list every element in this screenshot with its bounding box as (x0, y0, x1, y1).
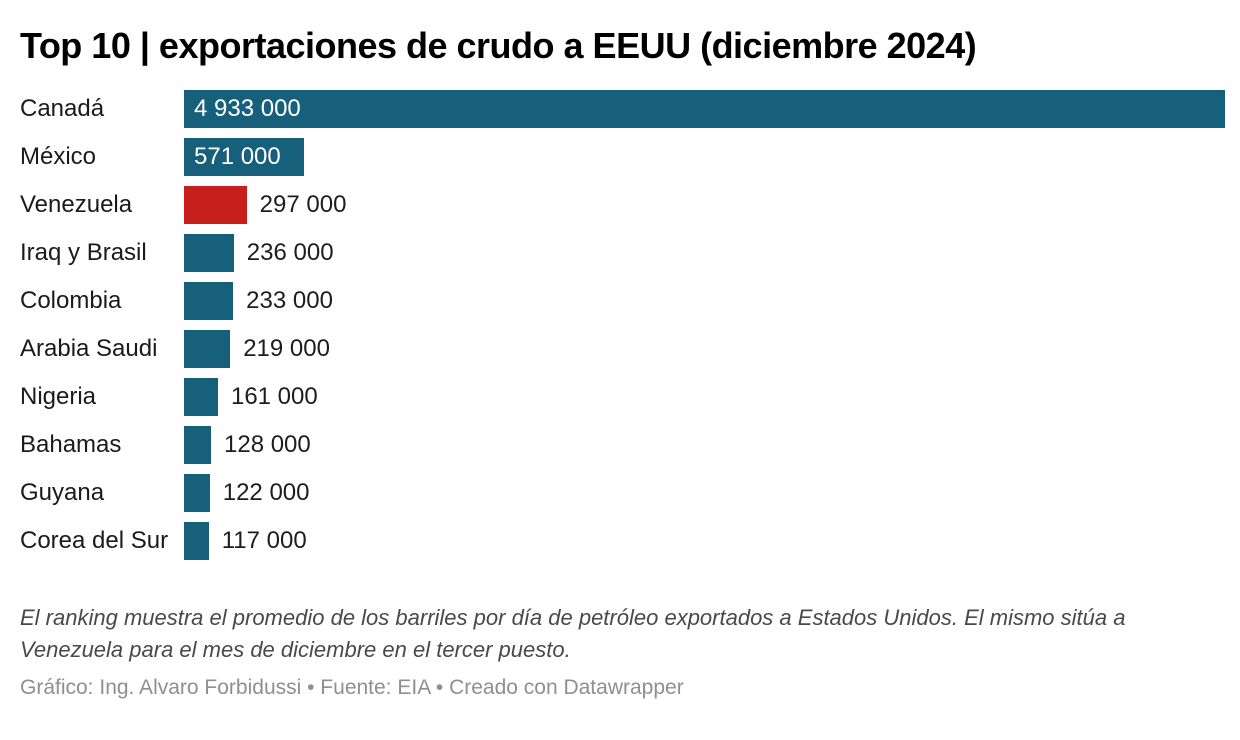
bar (184, 521, 209, 560)
chart-row: México 571 000 (20, 137, 1225, 176)
chart-container: Top 10 | exportaciones de crudo a EEUU (… (0, 26, 1240, 740)
value-label: 161 000 (230, 382, 318, 410)
category-label: Guyana (20, 478, 105, 506)
chart-row: Canadá 4 933 000 (20, 89, 1225, 128)
value-label: 128 000 (224, 430, 311, 458)
chart-row: Bahamas 128 000 (20, 425, 1225, 464)
bar (184, 473, 210, 512)
category-label: Venezuela (20, 190, 133, 218)
bar (184, 377, 218, 416)
value-label: 236 000 (246, 238, 334, 266)
bar-track: 571 000 (184, 137, 1225, 176)
bar-track: 219 000 (184, 329, 1225, 368)
chart-title: Top 10 | exportaciones de crudo a EEUU (… (20, 25, 977, 66)
chart-row: Corea del Sur 117 000 (20, 521, 1225, 560)
chart-row: Iraq y Brasil 236 000 (20, 233, 1225, 272)
category-label: Arabia Saudi (20, 334, 158, 362)
value-label: 571 000 (194, 142, 281, 170)
bar-track: 233 000 (184, 281, 1225, 320)
bar-track: 122 000 (184, 473, 1225, 512)
bar: 4 933 000 (184, 89, 1225, 128)
category-label: Iraq y Brasil (20, 238, 147, 266)
bar (184, 233, 234, 272)
bar-track: 4 933 000 (184, 89, 1225, 128)
bar-chart: Canadá 4 933 000 México 571 000 Venezuela 297… (20, 89, 1225, 560)
bar-track: 128 000 (184, 425, 1225, 464)
bar (184, 329, 231, 368)
chart-row: Nigeria 161 000 (20, 377, 1225, 416)
category-label: Nigeria (20, 382, 97, 410)
chart-notes: El ranking muestra el promedio de los ba… (20, 604, 1126, 662)
chart-row: Venezuela 297 000 (20, 185, 1225, 224)
chart-row: Colombia 233 000 (20, 281, 1225, 320)
category-label: Corea del Sur (20, 526, 169, 554)
value-label: 297 000 (259, 190, 347, 218)
bar-track: 161 000 (184, 377, 1225, 416)
chart-row: Guyana 122 000 (20, 473, 1225, 512)
bar-track: 297 000 (184, 185, 1225, 224)
chart-row: Arabia Saudi 219 000 (20, 329, 1225, 368)
value-label: 4 933 000 (194, 94, 301, 122)
bar (184, 425, 211, 464)
bar: 571 000 (184, 137, 305, 176)
bar-track: 236 000 (184, 233, 1225, 272)
chart-attribution: Gráfico: Ing. Alvaro Forbidussi • Fuente… (20, 675, 684, 699)
value-label: 122 000 (222, 478, 310, 506)
bar-highlight (184, 185, 247, 224)
category-label: Canadá (20, 94, 105, 122)
category-label: México (20, 142, 97, 170)
bar-track: 117 000 (184, 521, 1225, 560)
category-label: Colombia (20, 286, 122, 314)
value-label: 117 000 (221, 526, 307, 554)
bar (184, 281, 234, 320)
value-label: 219 000 (243, 334, 330, 362)
category-label: Bahamas (20, 430, 122, 458)
value-label: 233 000 (246, 286, 333, 314)
